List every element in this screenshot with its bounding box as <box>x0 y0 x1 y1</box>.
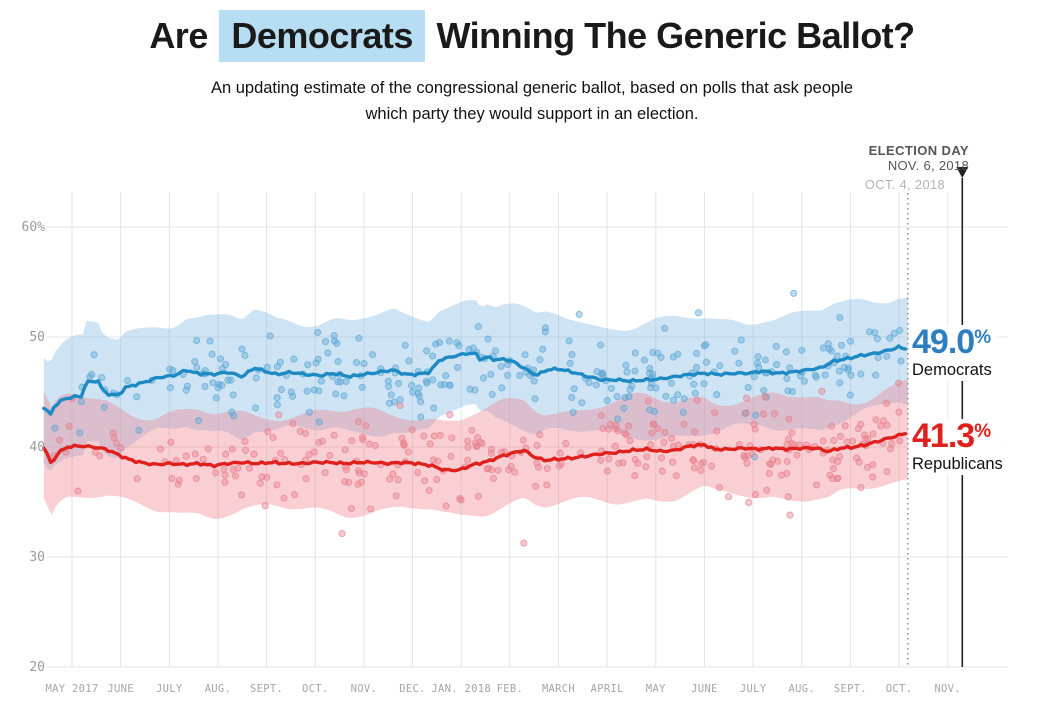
grid <box>47 192 1008 668</box>
svg-text:MAY: MAY <box>646 683 666 695</box>
svg-text:SEPT.: SEPT. <box>250 683 283 695</box>
democrats-band <box>43 296 908 471</box>
svg-text:JAN. 2018: JAN. 2018 <box>431 683 491 695</box>
republicans-trend-line <box>42 432 908 473</box>
svg-text:30: 30 <box>29 550 45 565</box>
page-title: Are Democrats Winning The Generic Ballot… <box>0 10 1064 62</box>
svg-text:MARCH: MARCH <box>542 683 575 695</box>
svg-text:SEPT.: SEPT. <box>834 683 867 695</box>
democrats-current-value: 49.0% Democrats <box>910 325 996 381</box>
svg-text:NOV.: NOV. <box>351 683 378 695</box>
title-heading: Are Democrats Winning The Generic Ballot… <box>0 10 1064 62</box>
republicans-current-value: 41.3% Republicans <box>910 419 1007 475</box>
trend-lines <box>42 344 908 473</box>
election-day-date: NOV. 6, 2018 <box>887 158 969 173</box>
democrats-label: Democrats <box>912 361 992 379</box>
democrats-percent-sign: % <box>974 327 992 348</box>
svg-text:JUNE: JUNE <box>107 683 134 695</box>
title-post: Winning The Generic Ballot? <box>436 15 915 56</box>
democrats-trend-line <box>42 344 908 416</box>
svg-text:NOV.: NOV. <box>934 683 961 695</box>
svg-text:50: 50 <box>29 330 45 345</box>
svg-text:MAY 2017: MAY 2017 <box>46 683 99 695</box>
svg-text:40: 40 <box>29 440 45 455</box>
svg-text:JULY: JULY <box>156 683 183 695</box>
svg-text:DEC.: DEC. <box>399 683 426 695</box>
chart-subtitle: An updating estimate of the congressiona… <box>0 76 1064 127</box>
svg-text:OCT.: OCT. <box>886 683 913 695</box>
svg-text:60%: 60% <box>22 220 46 235</box>
svg-text:FEB.: FEB. <box>497 683 524 695</box>
election-day-label: ELECTION DAY <box>868 143 969 158</box>
svg-text:AUG.: AUG. <box>205 683 232 695</box>
democrats-value: 49.0 <box>912 323 975 361</box>
svg-text:JULY: JULY <box>740 683 767 695</box>
svg-text:JUNE: JUNE <box>691 683 718 695</box>
current-date-label: OCT. 4, 2018 <box>864 177 945 192</box>
svg-text:AUG.: AUG. <box>789 683 816 695</box>
svg-text:APRIL: APRIL <box>591 683 624 695</box>
confidence-bands <box>43 296 908 519</box>
republicans-value: 41.3 <box>912 417 975 455</box>
svg-text:20: 20 <box>29 660 45 675</box>
republican-poll-dots <box>50 379 904 547</box>
republicans-label: Republicans <box>912 455 1003 473</box>
subtitle-line-2: which party they would support in an ele… <box>365 104 699 123</box>
title-highlight: Democrats <box>219 10 425 62</box>
title-pre: Are <box>149 15 208 56</box>
republicans-percent-sign: % <box>974 421 992 442</box>
svg-text:OCT.: OCT. <box>302 683 329 695</box>
subtitle-line-1: An updating estimate of the congressiona… <box>210 79 854 97</box>
election-day-marker-icon <box>956 167 969 178</box>
